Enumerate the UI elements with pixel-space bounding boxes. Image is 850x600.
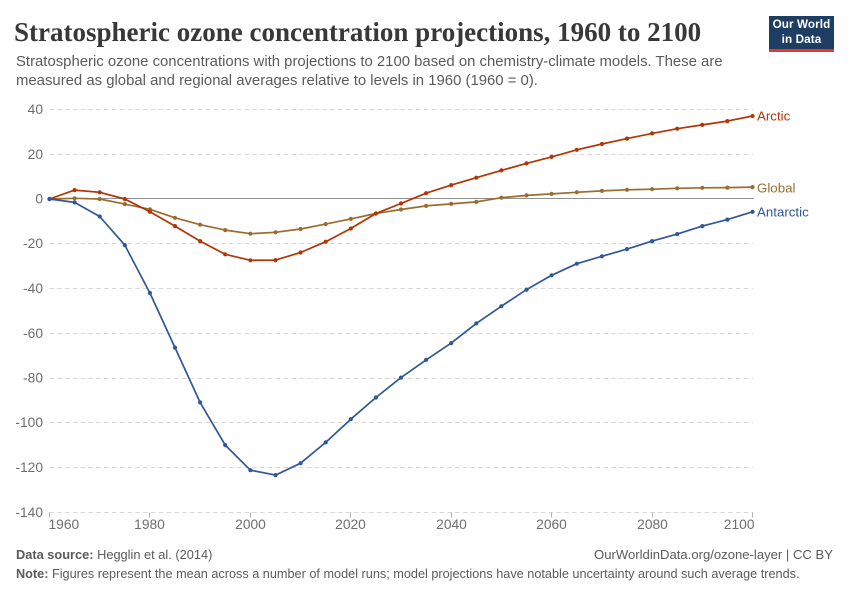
svg-text:1980: 1980 <box>134 517 165 532</box>
svg-text:-100: -100 <box>15 415 43 430</box>
svg-text:1960: 1960 <box>49 517 80 532</box>
svg-text:2020: 2020 <box>335 517 366 532</box>
svg-text:Antarctic: Antarctic <box>757 205 809 220</box>
svg-text:20: 20 <box>28 147 44 162</box>
svg-text:-140: -140 <box>15 505 43 520</box>
svg-text:0: 0 <box>35 192 43 207</box>
svg-text:-60: -60 <box>23 326 43 341</box>
svg-text:40: 40 <box>28 102 44 117</box>
svg-text:Arctic: Arctic <box>757 109 791 124</box>
svg-text:2060: 2060 <box>536 517 567 532</box>
svg-text:2100: 2100 <box>724 517 755 532</box>
svg-text:-20: -20 <box>23 236 43 251</box>
svg-text:-40: -40 <box>23 281 43 296</box>
svg-text:Global: Global <box>757 181 795 196</box>
svg-text:-80: -80 <box>23 371 43 386</box>
svg-text:2080: 2080 <box>637 517 668 532</box>
svg-text:2000: 2000 <box>235 517 266 532</box>
svg-text:-120: -120 <box>15 460 43 475</box>
svg-text:2040: 2040 <box>436 517 467 532</box>
